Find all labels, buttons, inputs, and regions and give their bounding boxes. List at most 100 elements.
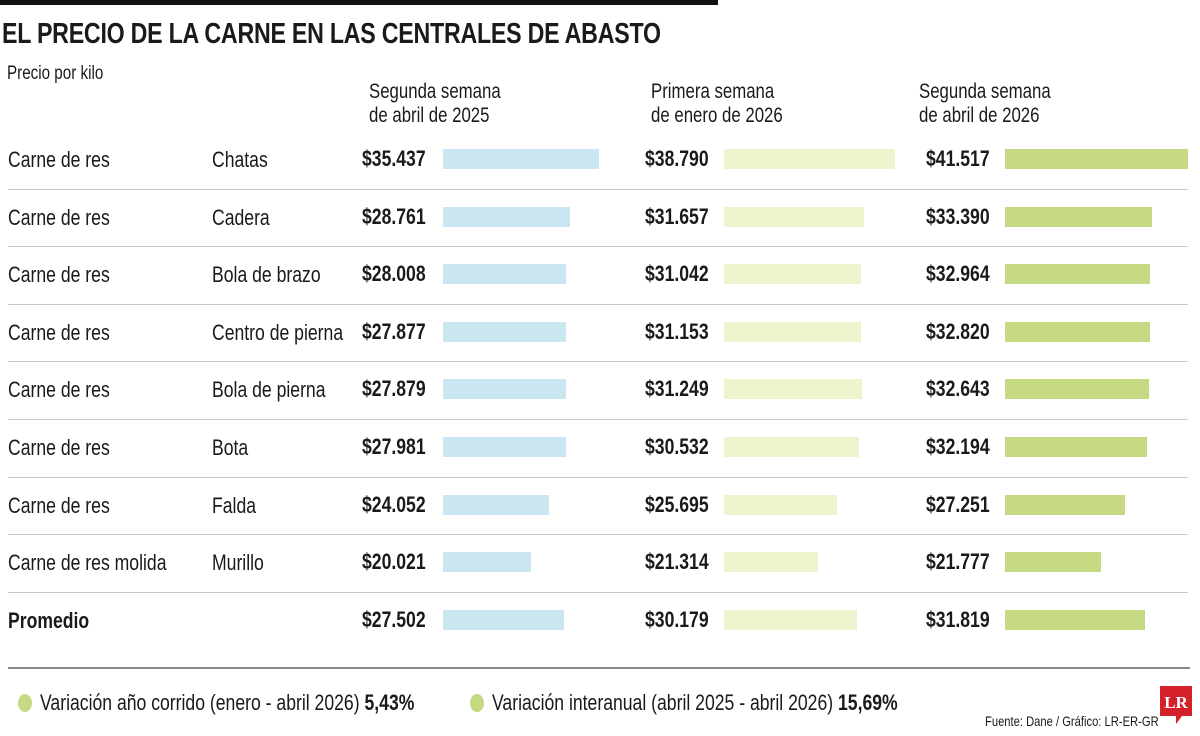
bar-2025-april	[443, 379, 566, 400]
row-divider	[8, 591, 1188, 593]
value-label-text: $27.877	[362, 318, 426, 344]
value-label: $32.643	[926, 376, 1006, 402]
row-divider	[8, 188, 1188, 190]
product-label: Carne de res	[8, 493, 135, 519]
value-label: $27.251	[926, 492, 1006, 518]
value-label-text: $30.179	[645, 606, 709, 632]
value-label: $30.179	[645, 607, 725, 633]
value-label-text: $25.695	[645, 491, 709, 517]
row-divider	[8, 418, 1188, 420]
table-row: Carne de res Centro de pierna $27.877 $31.1…	[0, 305, 1200, 363]
row-divider	[8, 361, 1188, 363]
svg-text:LR: LR	[1164, 693, 1188, 712]
value-label: $33.390	[926, 204, 1006, 230]
legend-text: Variación interanual (abril 2025 - abril…	[492, 690, 834, 715]
legend-yoy-variation: Variación interanual (abril 2025 - abril…	[470, 690, 999, 716]
row-divider	[8, 246, 1188, 248]
cut-label: Murillo	[212, 550, 277, 576]
product-label-text: Carne de res	[8, 492, 110, 518]
bar-2025-april	[443, 437, 567, 457]
value-label: $27.877	[362, 319, 442, 345]
product-label-text: Carne de res molida	[8, 550, 167, 576]
table-row: Carne de res Chatas $35.437 $38.790 $41.517	[0, 132, 1200, 190]
value-label: $32.820	[926, 319, 1006, 345]
table-row: Promedio $27.502 $30.179 $31.819	[0, 593, 1200, 651]
cut-label: Centro de pierna	[212, 320, 376, 346]
source-note: Fuente: Dane / Gráfico: LR-ER-GR	[985, 713, 1200, 729]
bar-2026-april	[1005, 264, 1151, 285]
value-label: $24.052	[362, 492, 442, 518]
row-divider	[8, 476, 1188, 478]
bar-2026-april	[1005, 552, 1101, 573]
value-label-text: $33.390	[926, 203, 990, 229]
legend-ytd-variation: Variación año corrido (enero - abril 202…	[18, 690, 508, 716]
bar-2026-january	[724, 437, 859, 457]
value-label: $41.517	[926, 146, 1006, 172]
product-label-text: Carne de res	[8, 204, 110, 230]
value-label-text: $31.249	[645, 376, 709, 402]
product-label: Carne de res	[8, 320, 135, 346]
bar-2026-april	[1005, 149, 1188, 169]
column-header-2025-april: Segunda semana de abril de 2025	[369, 80, 534, 128]
table-row: Carne de res Cadera $28.761 $31.657 $33.390	[0, 190, 1200, 248]
cut-label-text: Falda	[212, 492, 257, 518]
cut-label-text: Bola de pierna	[212, 377, 326, 403]
value-label-text: $24.052	[362, 491, 426, 517]
value-label-text: $38.790	[645, 146, 709, 171]
product-label: Carne de res	[8, 377, 135, 403]
table-row: Carne de res Bota $27.981 $30.532 $32.194	[0, 420, 1200, 478]
column-header-2026-january: Primera semana de enero de 2026	[651, 80, 816, 128]
bullet-icon	[470, 694, 484, 712]
value-label-text: $28.008	[362, 261, 426, 287]
cut-label: Bola de pierna	[212, 377, 354, 403]
value-label: $31.153	[645, 319, 725, 345]
legend-value: 5,43%	[364, 690, 415, 715]
product-label: Carne de res	[8, 262, 135, 288]
product-label-text: Carne de res	[8, 319, 110, 345]
row-divider	[8, 534, 1188, 536]
bar-2026-april	[1005, 609, 1146, 630]
value-label: $31.819	[926, 607, 1006, 633]
value-label: $31.657	[645, 204, 725, 230]
bar-2026-january	[724, 264, 861, 285]
value-label-text: $31.819	[926, 606, 990, 632]
product-label-text: Carne de res	[8, 435, 110, 460]
legend-value: 15,69%	[838, 690, 898, 715]
value-label: $32.194	[926, 434, 1006, 460]
product-label: Promedio	[8, 608, 109, 634]
value-label-text: $32.194	[926, 434, 990, 459]
value-label-text: $31.042	[645, 261, 709, 287]
column-header-line: Segunda semana	[919, 80, 1051, 103]
bar-2025-april	[443, 494, 550, 515]
chart-subtitle-text: Precio por kilo	[7, 63, 104, 84]
bar-2026-april	[1005, 379, 1149, 400]
cut-label-text: Murillo	[212, 550, 264, 576]
value-label-text: $41.517	[926, 146, 990, 171]
column-header-line: Segunda semana	[369, 80, 501, 103]
value-label: $32.964	[926, 261, 1006, 287]
product-label: Carne de res	[8, 147, 135, 173]
bar-2026-january	[724, 552, 818, 573]
bar-2026-april	[1005, 494, 1126, 515]
value-label: $35.437	[362, 146, 442, 172]
value-label: $21.314	[645, 549, 725, 575]
footer-divider	[8, 667, 1190, 669]
table-row: Carne de res Falda $24.052 $25.695 $27.251	[0, 478, 1200, 536]
bar-2025-april	[443, 264, 567, 285]
lr-logo: LR	[1160, 686, 1192, 724]
bar-2026-january	[724, 149, 895, 169]
top-rule	[0, 0, 718, 5]
value-label: $27.502	[362, 607, 442, 633]
value-label: $27.981	[362, 434, 442, 460]
value-label: $21.777	[926, 549, 1006, 575]
cut-label-text: Bola de brazo	[212, 262, 321, 288]
source-text: Fuente: Dane / Gráfico: LR-ER-GR	[985, 713, 1159, 729]
bar-2025-april	[443, 609, 565, 630]
bar-2026-january	[724, 609, 858, 630]
bar-2026-january	[724, 321, 862, 342]
value-label: $27.879	[362, 376, 442, 402]
table-row: Carne de res Bola de brazo $28.008 $31.042 $…	[0, 247, 1200, 305]
product-label-text: Carne de res	[8, 147, 110, 172]
value-label: $28.761	[362, 204, 442, 230]
value-label-text: $30.532	[645, 434, 709, 459]
